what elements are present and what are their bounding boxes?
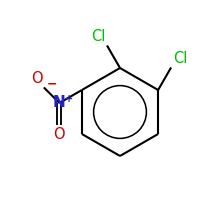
Text: +: + [65, 94, 74, 104]
Text: Cl: Cl [173, 51, 187, 66]
Text: O: O [54, 127, 65, 142]
Text: O: O [31, 71, 43, 86]
Text: −: − [46, 77, 57, 90]
Text: N: N [53, 95, 66, 110]
Text: Cl: Cl [91, 29, 105, 44]
